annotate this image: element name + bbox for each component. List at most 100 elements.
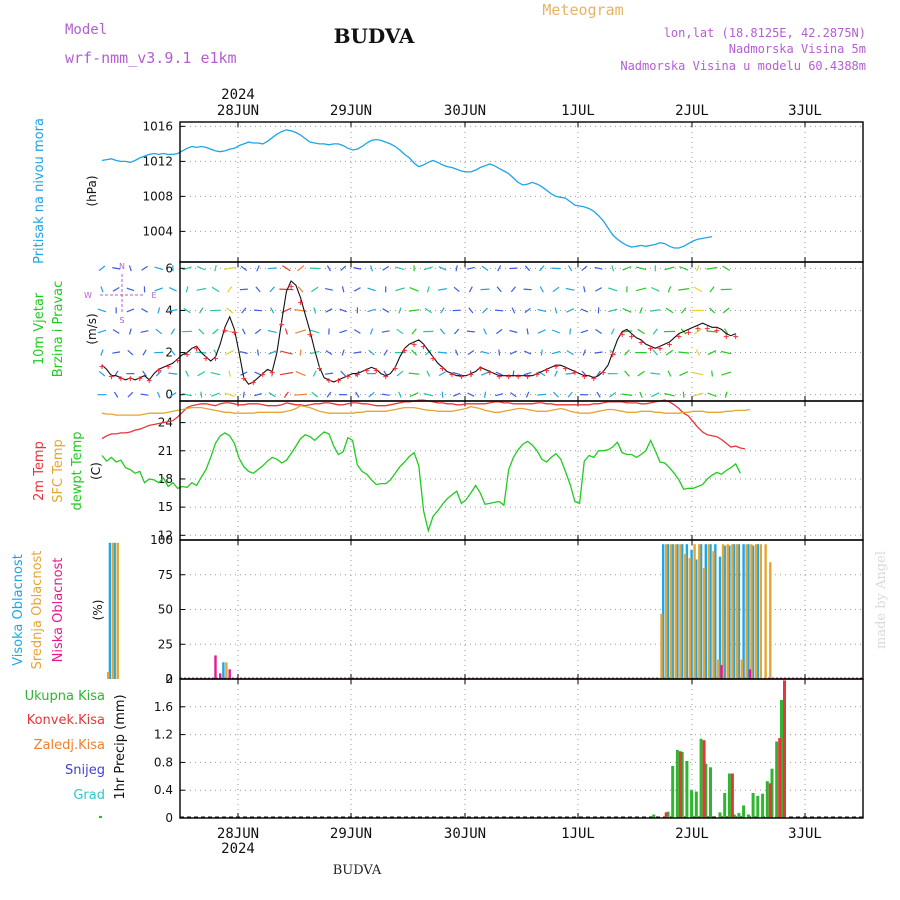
wind-gust-marker (439, 366, 445, 372)
wind-arrow (256, 349, 260, 356)
wind-arrow (98, 265, 106, 272)
wind-arrow (524, 307, 531, 314)
cloud-bar (666, 544, 670, 679)
wind-arrow (409, 392, 419, 398)
wind-arrow (355, 391, 360, 398)
precip-bar (746, 814, 750, 818)
wind-arrow (256, 265, 260, 272)
wind-gust-marker (515, 374, 521, 380)
day-label-bottom: 28JUN (217, 826, 259, 842)
wind-gust-marker (335, 378, 341, 384)
precip-bar (699, 738, 703, 818)
day-label-top: 2JUL (675, 103, 709, 119)
wind-arrow (483, 328, 487, 335)
wind-arrow (353, 267, 362, 270)
wind-arrow (565, 372, 575, 375)
wind-arrow (126, 287, 135, 292)
wind-arrow (279, 371, 294, 376)
wind-arrow (692, 371, 704, 376)
wind-arrow (227, 286, 233, 293)
wind-arrow (340, 265, 347, 272)
wind-arrow (223, 266, 236, 270)
wind-arrow (708, 307, 716, 314)
precip-bar (751, 793, 755, 818)
wind-gust-marker (203, 356, 209, 362)
wind-gust-marker (118, 376, 124, 382)
wind-arrow (341, 286, 345, 293)
wind-arrow (679, 371, 689, 377)
wind-arrow (381, 393, 390, 396)
wind-arrow (693, 286, 703, 293)
cloud-bar (225, 662, 228, 679)
legend-graupel: Grad (73, 788, 105, 803)
cloud-bar (671, 544, 674, 679)
wind-arrow (678, 288, 690, 291)
wind-arrow (707, 350, 717, 356)
cloud-bar (690, 549, 693, 679)
wind-arrow (141, 308, 148, 313)
wind-arrow (583, 286, 586, 293)
wind-arrow (198, 328, 205, 335)
wind-arrow (652, 349, 658, 356)
wind-arrow (283, 391, 289, 398)
wind-arrow (113, 391, 119, 398)
wind-arrow (496, 286, 502, 293)
wind-arrow (200, 391, 203, 398)
wind-arrow (267, 267, 277, 270)
day-label-bottom: 2JUL (675, 826, 709, 842)
wind-arrow (652, 328, 658, 335)
wind-arrow (353, 287, 361, 292)
panel-frame (179, 400, 864, 541)
wind-arrow (554, 307, 558, 314)
day-label-bottom: 3JUL (788, 826, 822, 842)
precip-bar (727, 773, 731, 818)
wind-gust-marker (666, 342, 672, 348)
wind-arrow (455, 265, 458, 272)
wind-arrow (510, 392, 517, 398)
wind-arrow (295, 329, 307, 334)
cloud-bar (685, 544, 689, 679)
wind-arrow (467, 392, 475, 397)
wind-arrow (452, 392, 461, 397)
wind-speed-line (101, 280, 736, 385)
compass-w: W (84, 291, 92, 300)
wind-gust-marker (146, 378, 152, 384)
precip-bar (723, 793, 727, 818)
cloud-bar (214, 655, 217, 679)
precip-bar (704, 763, 708, 818)
wind-arrow (498, 349, 501, 356)
cloud-bar (750, 544, 753, 679)
wind-gust-marker (241, 376, 247, 382)
wind-gust-marker (231, 330, 237, 336)
wind-arrow (324, 288, 333, 291)
wind-gust-marker (222, 328, 228, 334)
wind-arrow (126, 308, 135, 313)
precip-bar (780, 699, 783, 818)
cloud-bar (728, 545, 731, 679)
wind-arrow (610, 328, 615, 335)
wind-arrow (551, 329, 561, 334)
precip-bar (765, 781, 769, 818)
wind-arrow (438, 371, 447, 377)
wind-arrow (169, 287, 177, 292)
wind-gust-marker (354, 372, 360, 378)
cloud-bar (219, 673, 222, 679)
wind-arrow (706, 266, 718, 270)
wind-arrow (112, 351, 121, 354)
cloud-bar (751, 545, 755, 679)
wind-arrow (382, 265, 390, 271)
cloud-bar (684, 553, 687, 679)
cloud-bar (704, 544, 707, 679)
wind-gust-marker (581, 374, 587, 380)
wind-arrow (97, 329, 107, 334)
wind-arrow (409, 287, 419, 292)
cloud-bar (688, 558, 692, 679)
wind-arrow (566, 308, 575, 313)
wind-arrow (255, 286, 261, 293)
y-tick-label: 1016 (142, 119, 173, 133)
wind-arrow (483, 391, 487, 398)
wind-gust-marker (657, 346, 663, 352)
wind-arrow (721, 371, 732, 376)
y-tick-label: 4 (165, 303, 173, 317)
wind-arrow (580, 308, 589, 313)
